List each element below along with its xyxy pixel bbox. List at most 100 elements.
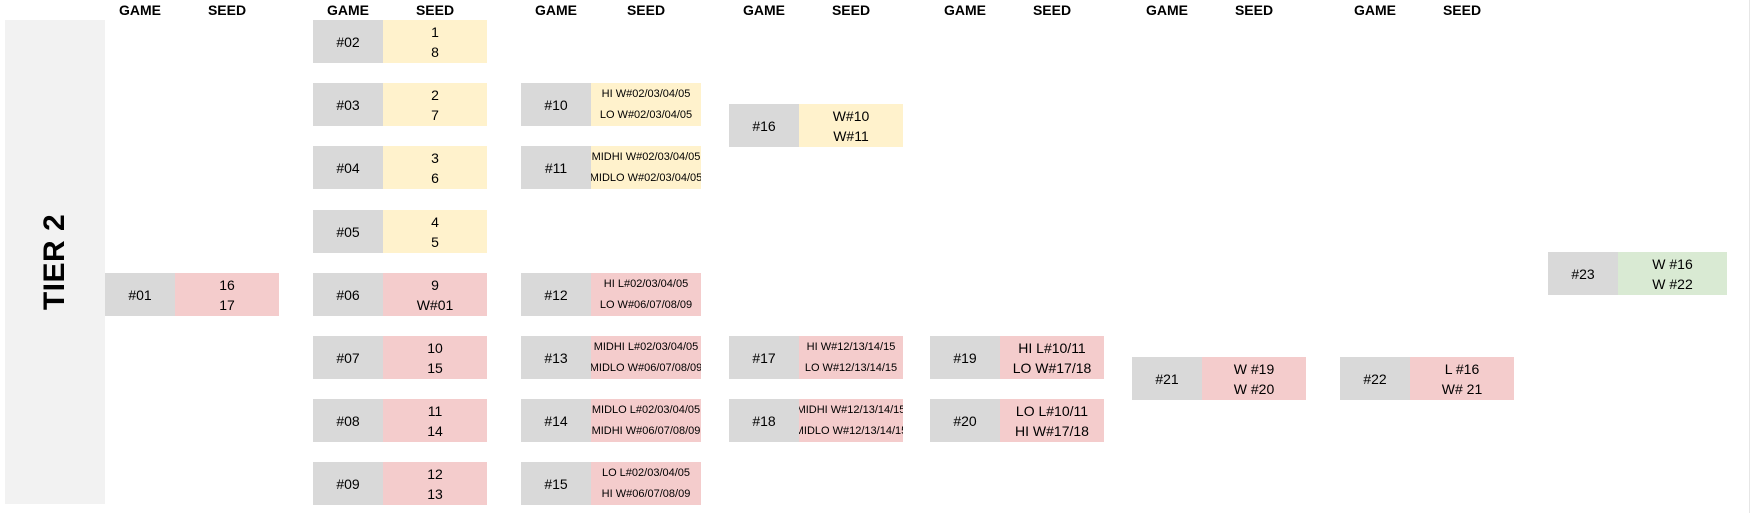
seed-line-1: 10 [427,339,443,356]
seed-line-2: MIDLO W#02/03/04/05 [591,171,701,184]
game-number[interactable]: #21 [1132,357,1202,400]
seed-line-2: MIDHI W#06/07/08/09 [591,424,701,437]
game-number[interactable]: #08 [313,399,383,442]
game-box-08: #08 11 14 [313,399,487,442]
seed-line-1: 11 [427,402,443,419]
seed-line-2: 17 [219,296,235,313]
seed-line-1: W #16 [1652,255,1693,272]
game-number[interactable]: #11 [521,146,591,189]
game-number[interactable]: #16 [729,104,799,147]
seed-cell[interactable]: 9 W#01 [383,273,487,316]
seed-line-1: HI L#10/11 [1018,339,1086,356]
game-box-01: #01 16 17 [105,273,279,316]
seed-line-2: 13 [427,485,443,502]
seed-line-2: 7 [431,106,439,123]
game-number[interactable]: #13 [521,336,591,379]
seed-line-2: 5 [431,233,439,250]
seed-line-1: 12 [427,465,443,482]
header-game-col7: GAME [1354,2,1396,18]
game-number[interactable]: #07 [313,336,383,379]
seed-cell[interactable]: W #16 W #22 [1618,252,1727,295]
seed-line-1: W#10 [832,107,870,124]
seed-cell[interactable]: L #16 W# 21 [1410,357,1514,400]
seed-line-1: HI L#02/03/04/05 [603,277,689,290]
header-game-col5: GAME [944,2,986,18]
seed-cell[interactable]: HI W#02/03/04/05 LO W#02/03/04/05 [591,83,701,126]
game-box-21: #21 W #19 W #20 [1132,357,1306,400]
seed-cell[interactable]: 1 8 [383,20,487,63]
seed-cell[interactable]: W #19 W #20 [1202,357,1306,400]
seed-line-1: LO L#10/11 [1015,402,1089,419]
seed-line-2: LO W#02/03/04/05 [599,108,693,121]
seed-cell[interactable]: HI L#02/03/04/05 LO W#06/07/08/09 [591,273,701,316]
game-box-23: #23 W #16 W #22 [1548,252,1727,295]
game-number[interactable]: #01 [105,273,175,316]
seed-line-2: HI W#17/18 [1015,422,1089,439]
game-number[interactable]: #23 [1548,252,1618,295]
seed-cell[interactable]: HI L#10/11 LO W#17/18 [1000,336,1104,379]
seed-line-2: W#11 [833,127,869,144]
seed-cell[interactable]: MIDHI W#12/13/14/15 MIDLO W#12/13/14/15 [799,399,903,442]
seed-cell[interactable]: HI W#12/13/14/15 LO W#12/13/14/15 [799,336,903,379]
game-number[interactable]: #20 [930,399,1000,442]
seed-cell[interactable]: 10 15 [383,336,487,379]
game-number[interactable]: #18 [729,399,799,442]
game-box-10: #10 HI W#02/03/04/05 LO W#02/03/04/05 [521,83,701,126]
seed-cell[interactable]: 2 7 [383,83,487,126]
seed-line-1: W #19 [1233,360,1275,377]
header-game-col6: GAME [1146,2,1188,18]
game-box-11: #11 MIDHI W#02/03/04/05 MIDLO W#02/03/04… [521,146,701,189]
game-box-15: #15 LO L#02/03/04/05 HI W#06/07/08/09 [521,462,701,505]
game-box-18: #18 MIDHI W#12/13/14/15 MIDLO W#12/13/14… [729,399,903,442]
seed-line-1: MIDLO L#02/03/04/05 [591,403,701,416]
seed-line-1: LO L#02/03/04/05 [601,466,691,479]
seed-cell[interactable]: MIDHI L#02/03/04/05 MIDLO W#06/07/08/09 [591,336,701,379]
game-box-22: #22 L #16 W# 21 [1340,357,1514,400]
game-box-02: #02 1 8 [313,20,487,63]
header-seed-col7: SEED [1442,2,1482,18]
game-number[interactable]: #09 [313,462,383,505]
game-number[interactable]: #15 [521,462,591,505]
seed-cell[interactable]: LO L#02/03/04/05 HI W#06/07/08/09 [591,462,701,505]
game-number[interactable]: #03 [313,83,383,126]
seed-cell[interactable]: 3 6 [383,146,487,189]
seed-cell[interactable]: W#10 W#11 [799,104,903,147]
seed-line-2: 15 [427,359,443,376]
game-number[interactable]: #12 [521,273,591,316]
game-number[interactable]: #06 [313,273,383,316]
header-seed-col5: SEED [1032,2,1072,18]
seed-line-2: W #22 [1652,275,1693,292]
seed-line-2: LO W#12/13/14/15 [804,361,898,374]
game-number[interactable]: #22 [1340,357,1410,400]
game-box-06: #06 9 W#01 [313,273,487,316]
seed-cell[interactable]: 16 17 [175,273,279,316]
game-number[interactable]: #02 [313,20,383,63]
tier-label-panel: TIER 2 [5,20,105,504]
game-box-17: #17 HI W#12/13/14/15 LO W#12/13/14/15 [729,336,903,379]
seed-line-1: 16 [219,276,235,293]
seed-cell[interactable]: MIDHI W#02/03/04/05 MIDLO W#02/03/04/05 [591,146,701,189]
seed-line-1: 4 [431,213,439,230]
seed-line-2: W# 21 [1441,380,1483,397]
seed-line-2: W#01 [416,296,454,313]
game-number[interactable]: #17 [729,336,799,379]
seed-line-2: LO W#06/07/08/09 [599,298,693,311]
seed-cell[interactable]: LO L#10/11 HI W#17/18 [1000,399,1104,442]
seed-line-2: LO W#17/18 [1012,359,1092,376]
game-number[interactable]: #19 [930,336,1000,379]
game-box-04: #04 3 6 [313,146,487,189]
seed-cell[interactable]: 11 14 [383,399,487,442]
game-number[interactable]: #04 [313,146,383,189]
tier-label: TIER 2 [37,213,71,311]
game-number[interactable]: #14 [521,399,591,442]
game-number[interactable]: #10 [521,83,591,126]
game-number[interactable]: #05 [313,210,383,253]
seed-line-1: MIDHI L#02/03/04/05 [593,340,699,353]
seed-cell[interactable]: 12 13 [383,462,487,505]
seed-line-1: MIDHI W#02/03/04/05 [591,150,701,163]
seed-line-2: 6 [431,169,439,186]
seed-cell[interactable]: 4 5 [383,210,487,253]
seed-line-2: HI W#06/07/08/09 [601,487,691,500]
seed-line-2: MIDLO W#06/07/08/09 [591,361,701,374]
seed-cell[interactable]: MIDLO L#02/03/04/05 MIDHI W#06/07/08/09 [591,399,701,442]
